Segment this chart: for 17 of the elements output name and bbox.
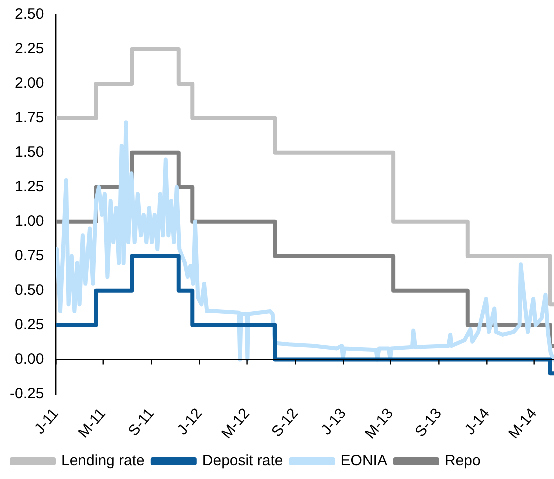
x-tick-label: J-11 (31, 405, 62, 438)
y-tick-label: 0.25 (14, 316, 44, 334)
y-tick-label: 1.50 (14, 144, 44, 162)
y-tick-label: 0.50 (14, 282, 44, 299)
y-tick-label: 2.00 (14, 75, 44, 92)
y-tick-label: 2.25 (14, 40, 44, 58)
y-tick-label: 2.50 (14, 6, 44, 24)
y-tick-label: 0.00 (14, 350, 44, 368)
legend-label: Repo (444, 452, 481, 470)
legend-label: Deposit rate (202, 452, 284, 470)
y-tick-label: 1.25 (14, 178, 44, 196)
legend-label: Lending rate (62, 452, 145, 470)
y-tick-label: 1.00 (14, 213, 44, 230)
legend-label: EONIA (340, 452, 388, 470)
y-tick-label: 1.75 (14, 110, 44, 127)
y-tick-label: 0.75 (14, 247, 44, 264)
y-tick-label: -0.25 (10, 385, 44, 402)
